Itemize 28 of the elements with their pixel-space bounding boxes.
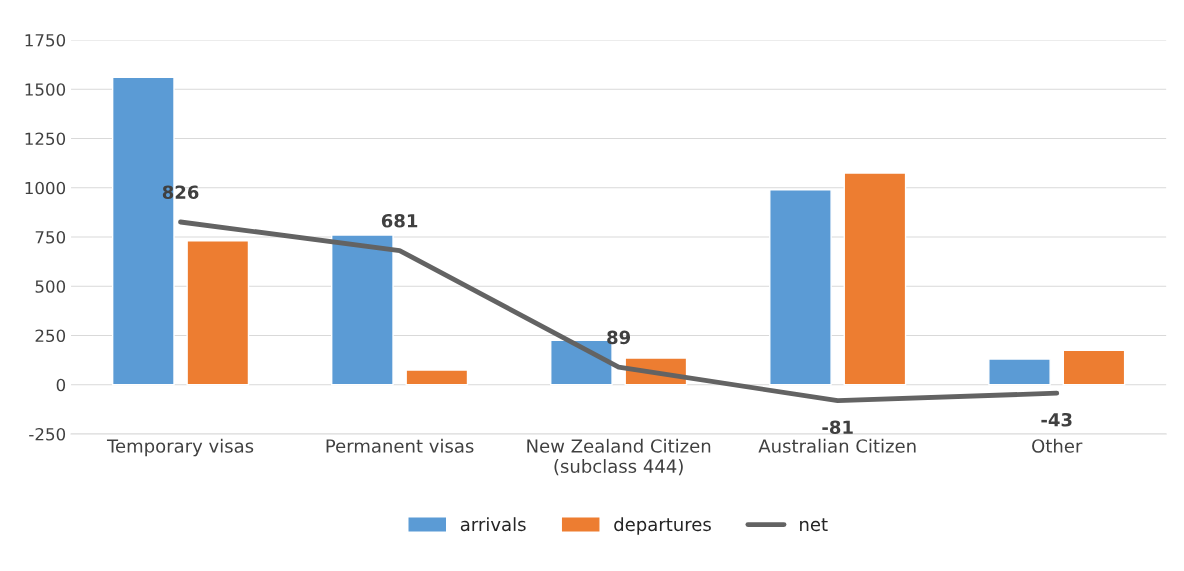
y-tick-label: 1500 [25, 83, 66, 96]
bar [843, 172, 907, 386]
legend-label: arrivals [460, 517, 526, 532]
y-tick-label: 1250 [25, 132, 66, 146]
legend-label: departures [614, 517, 711, 535]
x-tick-label: Temporary visas [106, 438, 254, 457]
x-tick-label: Permanent visas [326, 438, 474, 453]
bar [1062, 349, 1126, 386]
bar [186, 240, 250, 386]
data-label: -43 [1041, 412, 1072, 427]
y-tick-label: 500 [35, 280, 66, 293]
y-tick-label: 250 [35, 329, 66, 343]
bar [405, 369, 469, 386]
y-tick-label: -250 [29, 427, 66, 441]
x-tick-label: Other [1032, 438, 1083, 453]
bar [988, 358, 1051, 386]
data-label: 681 [381, 213, 418, 228]
y-tick-label: 1750 [25, 33, 66, 47]
x-tick-label: Australian Citizen [758, 438, 916, 453]
bar [331, 234, 394, 386]
bar [769, 188, 832, 386]
data-label: 89 [607, 330, 631, 345]
x-tick-label: New Zealand Citizen (subclass 444) [527, 438, 711, 476]
legend-label: net [800, 518, 828, 532]
data-label: -81 [822, 420, 853, 435]
y-tick-label: 750 [35, 230, 66, 244]
y-tick-label: 1000 [25, 181, 66, 195]
y-tick-label: 0 [56, 378, 66, 392]
